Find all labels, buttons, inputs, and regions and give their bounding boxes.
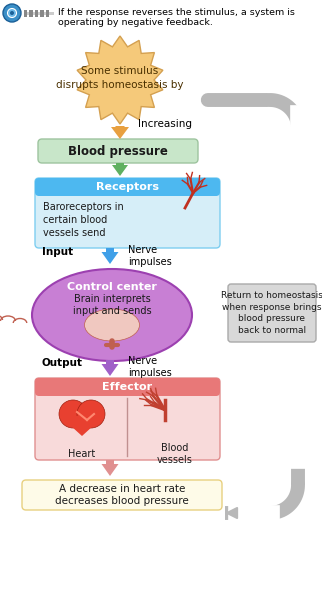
Text: Control center: Control center [67, 282, 157, 292]
FancyBboxPatch shape [22, 480, 222, 510]
Text: If the response reverses the stimulus, a system is: If the response reverses the stimulus, a… [58, 8, 295, 17]
Polygon shape [112, 163, 128, 176]
Bar [24, 10, 27, 16]
Circle shape [59, 400, 87, 428]
Bar [46, 10, 50, 16]
FancyBboxPatch shape [35, 178, 220, 196]
Ellipse shape [84, 309, 139, 341]
Text: operating by negative feedback.: operating by negative feedback. [58, 18, 213, 27]
Text: Output: Output [42, 358, 83, 368]
Circle shape [77, 400, 105, 428]
Text: Input: Input [42, 247, 73, 257]
FancyBboxPatch shape [35, 178, 220, 248]
Text: Baroreceptors in
certain blood
vessels send: Baroreceptors in certain blood vessels s… [43, 202, 124, 238]
Bar [41, 10, 44, 16]
Polygon shape [101, 360, 118, 376]
Polygon shape [111, 126, 129, 139]
Text: A decrease in heart rate
decreases blood pressure: A decrease in heart rate decreases blood… [55, 484, 189, 506]
Circle shape [10, 11, 14, 15]
Text: Nerve
impulses: Nerve impulses [128, 245, 172, 268]
FancyBboxPatch shape [35, 378, 220, 396]
FancyBboxPatch shape [228, 284, 316, 342]
Text: Nerve
impulses: Nerve impulses [128, 356, 172, 379]
Circle shape [3, 4, 21, 22]
Polygon shape [60, 416, 104, 436]
Text: Heart: Heart [68, 449, 96, 459]
Polygon shape [77, 36, 163, 124]
Bar [24, 11, 54, 14]
Text: Increasing: Increasing [138, 119, 192, 129]
Text: Receptors: Receptors [96, 182, 159, 192]
Bar [30, 10, 33, 16]
Text: Some stimulus
disrupts homeostasis by: Some stimulus disrupts homeostasis by [56, 67, 184, 89]
Polygon shape [101, 248, 118, 264]
Polygon shape [101, 460, 118, 476]
Text: Return to homeostasis
when response brings
blood pressure
back to normal: Return to homeostasis when response brin… [221, 292, 322, 335]
Text: Blood pressure: Blood pressure [68, 145, 168, 157]
Text: Effector: Effector [102, 382, 153, 392]
Bar [35, 10, 39, 16]
FancyBboxPatch shape [35, 378, 220, 460]
Text: Blood
vessels: Blood vessels [157, 443, 193, 465]
Text: Brain interprets
input and sends: Brain interprets input and sends [73, 293, 151, 316]
Circle shape [7, 8, 16, 17]
Ellipse shape [32, 269, 192, 361]
FancyBboxPatch shape [38, 139, 198, 163]
